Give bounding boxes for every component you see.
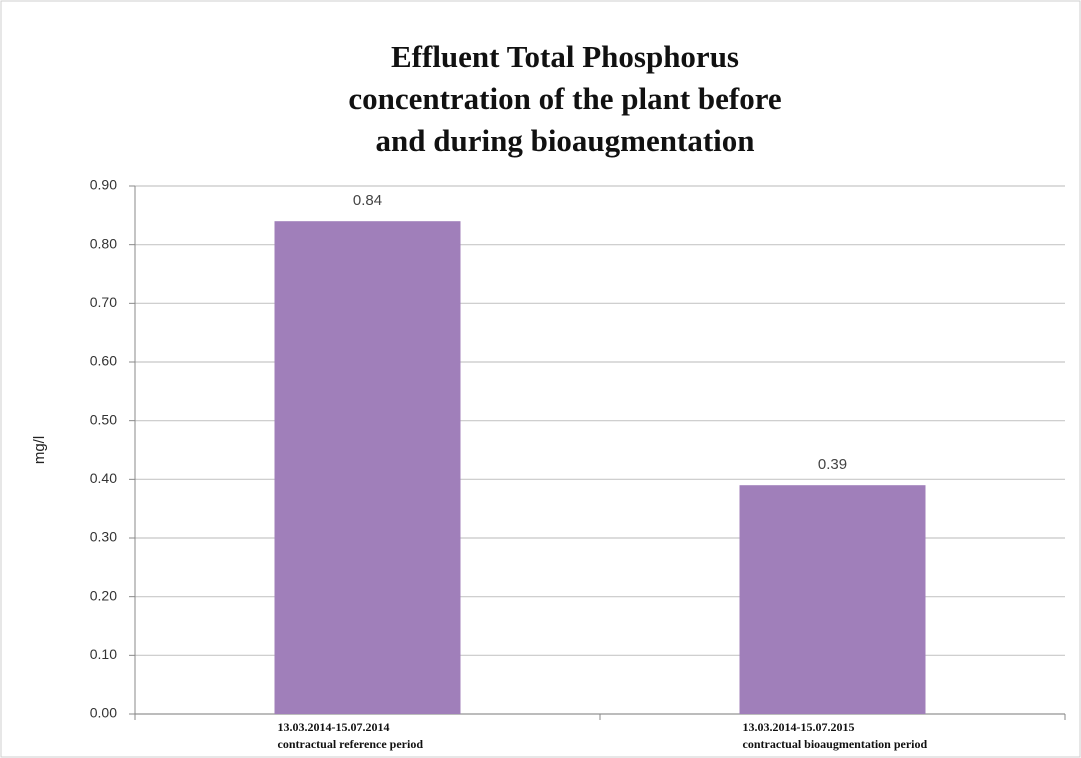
- chart-title: concentration of the plant before: [348, 81, 781, 116]
- x-tick-label: 13.03.2014-15.07.2014: [278, 720, 390, 734]
- y-tick-label: 0.80: [90, 235, 117, 251]
- data-label: 0.39: [818, 456, 847, 473]
- y-tick-label: 0.10: [90, 646, 117, 662]
- chart-title: and during bioaugmentation: [376, 123, 755, 158]
- y-tick-label: 0.40: [90, 470, 117, 486]
- y-tick-label: 0.20: [90, 587, 117, 603]
- x-tick-label: contractual reference period: [278, 737, 424, 751]
- bar: [739, 485, 926, 714]
- x-tick-label: 13.03.2014-15.07.2015: [743, 720, 855, 734]
- y-axis-label: mg/l: [31, 436, 48, 464]
- y-tick-label: 0.60: [90, 353, 117, 369]
- y-tick-label: 0.90: [90, 177, 117, 193]
- chart-title: Effluent Total Phosphorus: [391, 39, 739, 74]
- y-tick-label: 0.00: [90, 705, 117, 721]
- data-label: 0.84: [353, 192, 382, 209]
- y-tick-label: 0.70: [90, 294, 117, 310]
- y-tick-label: 0.50: [90, 411, 117, 427]
- y-tick-label: 0.30: [90, 529, 117, 545]
- bar: [274, 221, 461, 714]
- x-tick-label: contractual bioaugmentation period: [743, 737, 928, 751]
